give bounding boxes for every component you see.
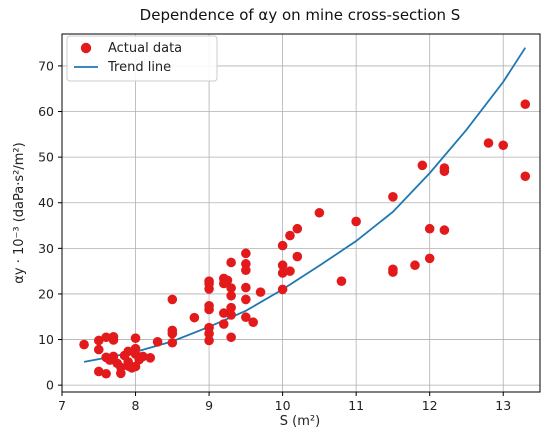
trend-series (83, 47, 527, 363)
data-point (351, 216, 361, 227)
data-point (138, 351, 148, 362)
y-tick-label: 50 (38, 150, 54, 165)
data-point (285, 230, 295, 241)
data-point (130, 333, 141, 343)
data-point (417, 160, 428, 171)
x-tick-label: 11 (348, 398, 364, 413)
data-point (439, 163, 450, 173)
data-point (314, 207, 325, 218)
y-tick-label: 60 (38, 104, 54, 119)
scatter-series (79, 99, 531, 379)
x-tick-label: 9 (205, 398, 213, 413)
data-point (130, 343, 141, 354)
data-point (79, 339, 89, 350)
data-point (101, 332, 111, 343)
data-point (277, 240, 288, 251)
data-point (285, 266, 295, 276)
data-point (145, 353, 156, 363)
x-axis: 7 8 9 10 11 12 13 (58, 392, 511, 413)
legend-box (66, 35, 218, 82)
data-point (226, 290, 236, 301)
data-point (101, 368, 111, 379)
data-point (292, 223, 303, 234)
y-tick-label: 30 (38, 241, 54, 256)
data-point (277, 260, 288, 271)
data-point (241, 248, 251, 259)
data-point (222, 275, 233, 286)
data-point (388, 192, 398, 202)
x-tick-label: 13 (495, 398, 511, 413)
data-point (189, 312, 200, 323)
data-point (204, 301, 214, 311)
data-point (93, 344, 104, 355)
data-point (241, 294, 251, 305)
data-point (498, 140, 509, 151)
data-point (336, 276, 347, 286)
data-point (226, 332, 236, 343)
data-point (424, 253, 435, 264)
data-point (483, 138, 494, 148)
data-point (167, 294, 178, 305)
y-tick-label: 10 (38, 332, 54, 347)
data-point (241, 312, 251, 323)
legend: Actual data Trend line (66, 35, 218, 82)
chart-title: Dependence of αy on mine cross-section S (140, 6, 461, 24)
data-point (277, 268, 288, 278)
y-tick-label: 20 (38, 286, 54, 301)
x-axis-title: S (m²) (280, 414, 320, 429)
data-point (520, 99, 531, 110)
data-point (226, 302, 236, 313)
data-point (226, 310, 236, 320)
y-axis-title: αy · 10⁻³ (daPa·s²/m²) (12, 142, 27, 283)
data-point (116, 362, 126, 373)
data-point (388, 264, 398, 275)
legend-marker-actual-data (80, 42, 92, 54)
data-point (241, 259, 251, 269)
plot-area-frame (61, 33, 541, 393)
data-point (204, 322, 214, 333)
data-point (410, 260, 420, 271)
x-tick-label: 12 (422, 398, 438, 413)
y-tick-label: 40 (38, 195, 54, 210)
data-point (152, 337, 163, 347)
legend-label-trend-line: Trend line (107, 60, 171, 75)
data-point (424, 223, 435, 234)
data-point (520, 171, 531, 182)
data-point (255, 287, 266, 297)
y-axis: 0 10 20 30 40 50 60 70 (38, 58, 62, 393)
data-point (218, 319, 229, 329)
data-point (167, 325, 178, 336)
data-point (204, 276, 214, 286)
data-point (241, 282, 251, 293)
data-point (226, 283, 236, 293)
y-tick-label: 0 (46, 378, 54, 393)
grid (61, 34, 540, 392)
data-point (123, 346, 133, 357)
y-tick-label: 70 (38, 58, 54, 73)
data-point (108, 332, 119, 342)
data-point (93, 335, 104, 346)
data-point (226, 257, 236, 268)
legend-label-actual-data: Actual data (108, 41, 182, 56)
data-point (218, 308, 229, 318)
data-point (167, 337, 178, 348)
x-tick-label: 10 (275, 398, 291, 413)
x-tick-label: 7 (58, 398, 66, 413)
data-point (93, 366, 104, 377)
x-tick-label: 8 (132, 398, 140, 413)
data-point (439, 225, 450, 235)
data-point (277, 284, 288, 295)
trend-line (83, 47, 527, 363)
data-point (292, 251, 303, 262)
data-point (204, 335, 214, 346)
data-point (248, 317, 258, 328)
